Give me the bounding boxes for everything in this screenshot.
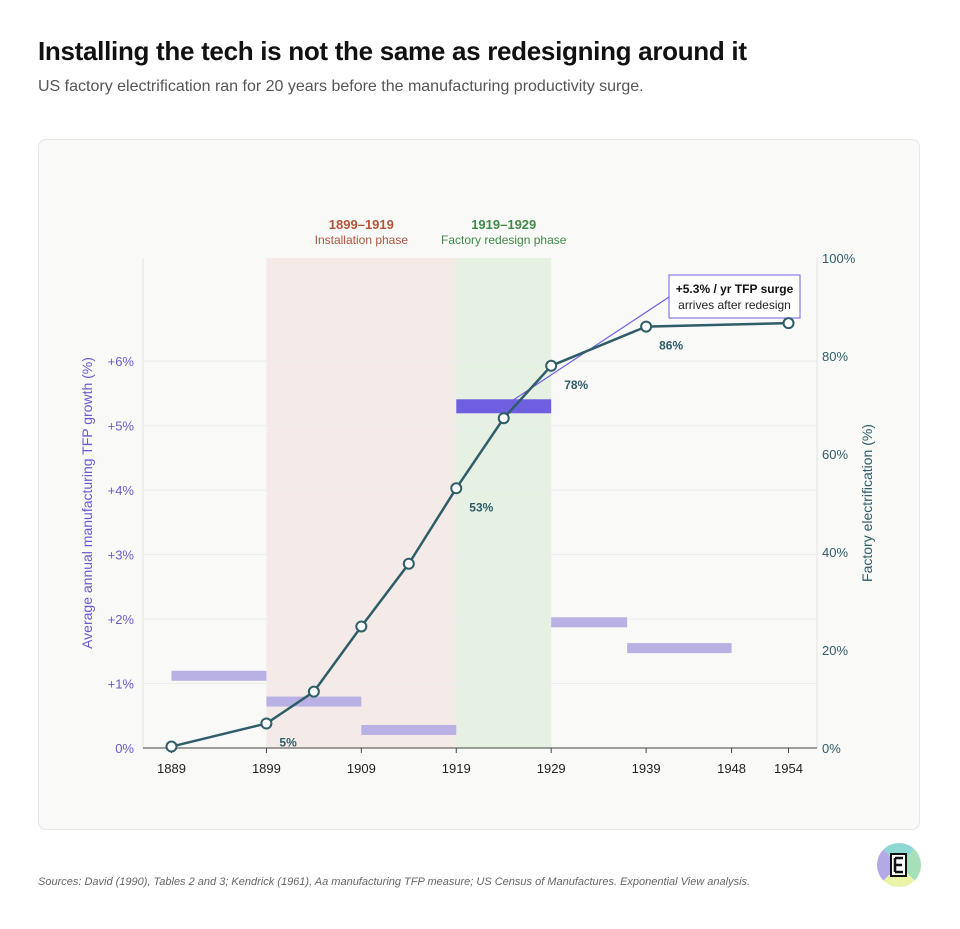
x-tick-label: 1954 [774, 761, 803, 776]
right-tick-label: 0% [822, 741, 841, 756]
phase-range-label: 1919–1929 [471, 217, 536, 232]
exponential-view-logo [877, 843, 921, 887]
tfp-bar [266, 696, 362, 707]
chart-title: Installing the tech is not the same as r… [38, 36, 747, 66]
source-note: Sources: David (1990), Tables 2 and 3; K… [38, 876, 751, 888]
left-tick-label: +4% [108, 483, 135, 498]
x-tick-label: 1929 [537, 761, 566, 776]
electrification-point [355, 620, 368, 633]
x-tick-label: 1948 [717, 761, 746, 776]
electrification-point [402, 557, 415, 570]
annotation-box [668, 274, 801, 319]
annotation-text: arrives after redesign [678, 298, 791, 312]
x-tick-label: 1909 [347, 761, 376, 776]
electrification-series: 5% 53% 78% 86% [165, 317, 795, 753]
electrification-point [307, 685, 320, 698]
gridlines [142, 258, 818, 749]
electrification-point [165, 740, 178, 753]
electrification-point [782, 317, 795, 330]
left-tick-label: +6% [108, 354, 135, 369]
x-tick-label: 1919 [442, 761, 471, 776]
axes: 1889 1899 1909 1919 1929 1939 1948 1954 0% +1% +2%… [79, 251, 875, 776]
electrification-point [497, 412, 510, 425]
left-tick-label: +1% [108, 677, 135, 692]
right-tick-label: 80% [822, 349, 848, 364]
right-tick-label: 100% [822, 251, 856, 266]
electrification-line [171, 321, 789, 748]
annotation-title: +5.3% / yr TFP surge [676, 282, 794, 296]
electrification-data-label: 53% [469, 500, 493, 514]
left-tick-label: +2% [108, 612, 135, 627]
annotation-anchor-dot [501, 403, 507, 409]
left-tick-label: +5% [108, 419, 135, 434]
electrification-data-label: 78% [564, 378, 588, 392]
electrification-data-label: 86% [659, 339, 683, 353]
left-tick-label: 0% [115, 741, 134, 756]
electrification-point [450, 482, 463, 495]
tfp-bar [171, 670, 267, 681]
tfp-bar [361, 724, 457, 735]
x-tick-label: 1889 [157, 761, 186, 776]
left-tick-label: +3% [108, 548, 135, 563]
x-tick-label: 1899 [252, 761, 281, 776]
phase-band [456, 258, 552, 748]
phase-name-label: Installation phase [315, 233, 409, 247]
right-axis-title: Factory electrification (%) [859, 424, 875, 582]
right-tick-label: 60% [822, 447, 848, 462]
electrification-point [640, 320, 653, 333]
phase-name-label: Factory redesign phase [441, 233, 567, 247]
chart-subtitle: US factory electrification ran for 20 ye… [38, 78, 644, 95]
electrification-point [545, 359, 558, 372]
right-tick-label: 40% [822, 545, 848, 560]
phase-range-label: 1899–1919 [329, 217, 394, 232]
left-axis-title: Average annual manufacturing TFP growth … [79, 357, 95, 649]
x-tick-label: 1939 [632, 761, 661, 776]
electrification-point [260, 717, 273, 730]
tfp-bar [551, 617, 628, 628]
electrification-data-label: 5% [279, 736, 297, 750]
tfp-bar [627, 643, 732, 654]
right-tick-label: 20% [822, 643, 848, 658]
phase-band [266, 258, 457, 748]
